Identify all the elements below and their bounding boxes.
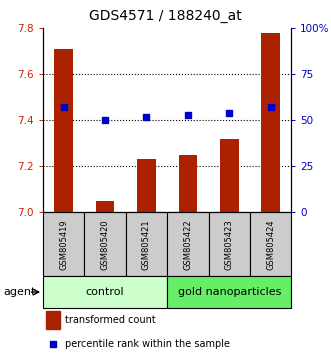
Point [50,341,56,347]
Text: GSM805423: GSM805423 [225,219,234,270]
Text: GSM805421: GSM805421 [142,219,151,270]
Text: GSM805420: GSM805420 [101,219,110,270]
Text: GDS4571 / 188240_at: GDS4571 / 188240_at [89,9,242,23]
Bar [209,212,250,276]
Point [61,105,66,110]
Bar [54,49,73,212]
Point [103,118,108,123]
Bar [250,212,291,276]
Text: control: control [86,287,124,297]
Point [268,105,273,110]
Text: agent: agent [3,287,36,297]
Bar [137,159,156,212]
Bar [167,212,209,276]
Bar [126,212,167,276]
Point [226,110,232,116]
Bar [43,276,167,308]
Bar [46,311,60,329]
Point [144,114,149,120]
Bar [96,201,115,212]
Point [185,112,191,118]
Text: GSM805419: GSM805419 [59,219,68,270]
Text: gold nanoparticles: gold nanoparticles [177,287,281,297]
Text: transformed count: transformed count [66,315,156,325]
Text: GSM805424: GSM805424 [266,219,275,270]
Bar [167,276,291,308]
Text: percentile rank within the sample: percentile rank within the sample [66,339,230,349]
Bar [261,33,280,212]
Bar [43,212,84,276]
Bar [84,212,126,276]
Bar [178,155,197,212]
Bar [220,139,239,212]
Text: GSM805422: GSM805422 [183,219,192,270]
